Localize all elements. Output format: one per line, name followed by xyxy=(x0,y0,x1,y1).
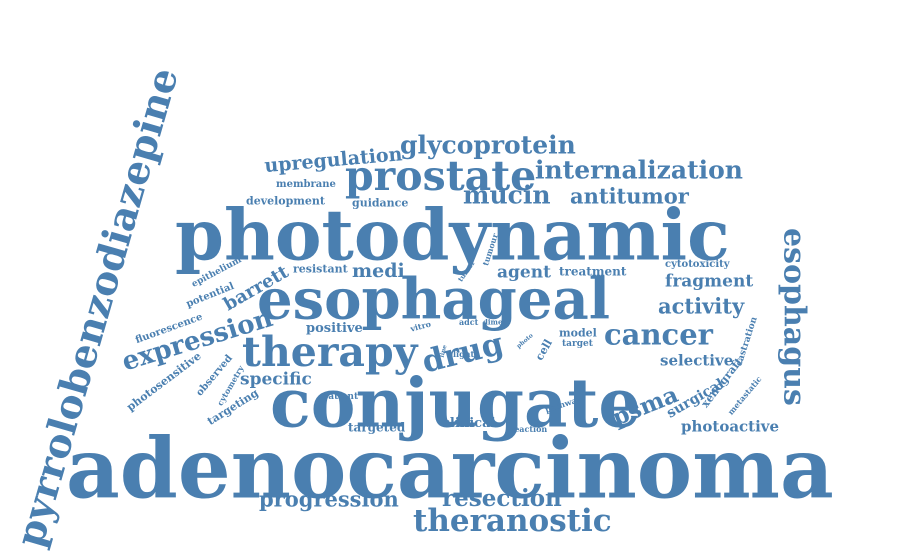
word-glycoprotein: glycoprotein xyxy=(400,133,576,158)
word-internalization: internalization xyxy=(535,158,743,183)
word-agent: agent xyxy=(497,265,551,282)
word-clinical: clinical xyxy=(442,417,495,430)
word-medi: medi xyxy=(352,262,405,281)
word-adct: adct xyxy=(459,318,478,326)
word-specific: specific xyxy=(240,372,312,389)
word-membrane: membrane xyxy=(276,180,336,190)
word-therapy: therapy xyxy=(242,332,418,373)
word-treatment: treatment xyxy=(559,266,626,278)
word-activity: activity xyxy=(658,296,744,317)
word-mucin: mucin xyxy=(463,183,551,208)
word-resection: resection xyxy=(442,487,562,510)
word-photoactive: photoactive xyxy=(681,419,779,434)
word-development: development xyxy=(246,195,325,206)
word-patient: patient xyxy=(322,393,358,402)
word-castration: castration xyxy=(735,316,759,368)
word-reaction: reaction xyxy=(510,425,547,433)
word-cancer: cancer xyxy=(604,320,713,349)
word-metastatic: metastatic xyxy=(726,375,763,416)
word-light: light xyxy=(453,350,474,358)
word-model: model xyxy=(559,327,597,338)
word-cell: cell xyxy=(534,338,555,363)
word-cytotoxicity: cytotoxicity xyxy=(665,260,730,270)
word-photodynamic: photodynamic xyxy=(175,200,730,270)
word-esophageal: esophageal xyxy=(257,271,610,327)
word-targeted: targeted xyxy=(348,422,405,434)
word-selective: selective xyxy=(660,353,733,368)
word-target: target xyxy=(562,340,593,349)
word-photo: photo xyxy=(516,333,535,350)
word-resistant: resistant xyxy=(293,263,348,274)
word-guidance: guidance xyxy=(352,197,408,208)
word-positive: positive xyxy=(306,322,363,335)
word-progression: progression xyxy=(259,489,399,510)
word-fragment: fragment xyxy=(665,274,753,291)
word-antitumor: antitumor xyxy=(570,186,689,207)
word-esophagus: esophagus xyxy=(778,228,808,406)
word-dimer: dimer xyxy=(483,319,506,326)
